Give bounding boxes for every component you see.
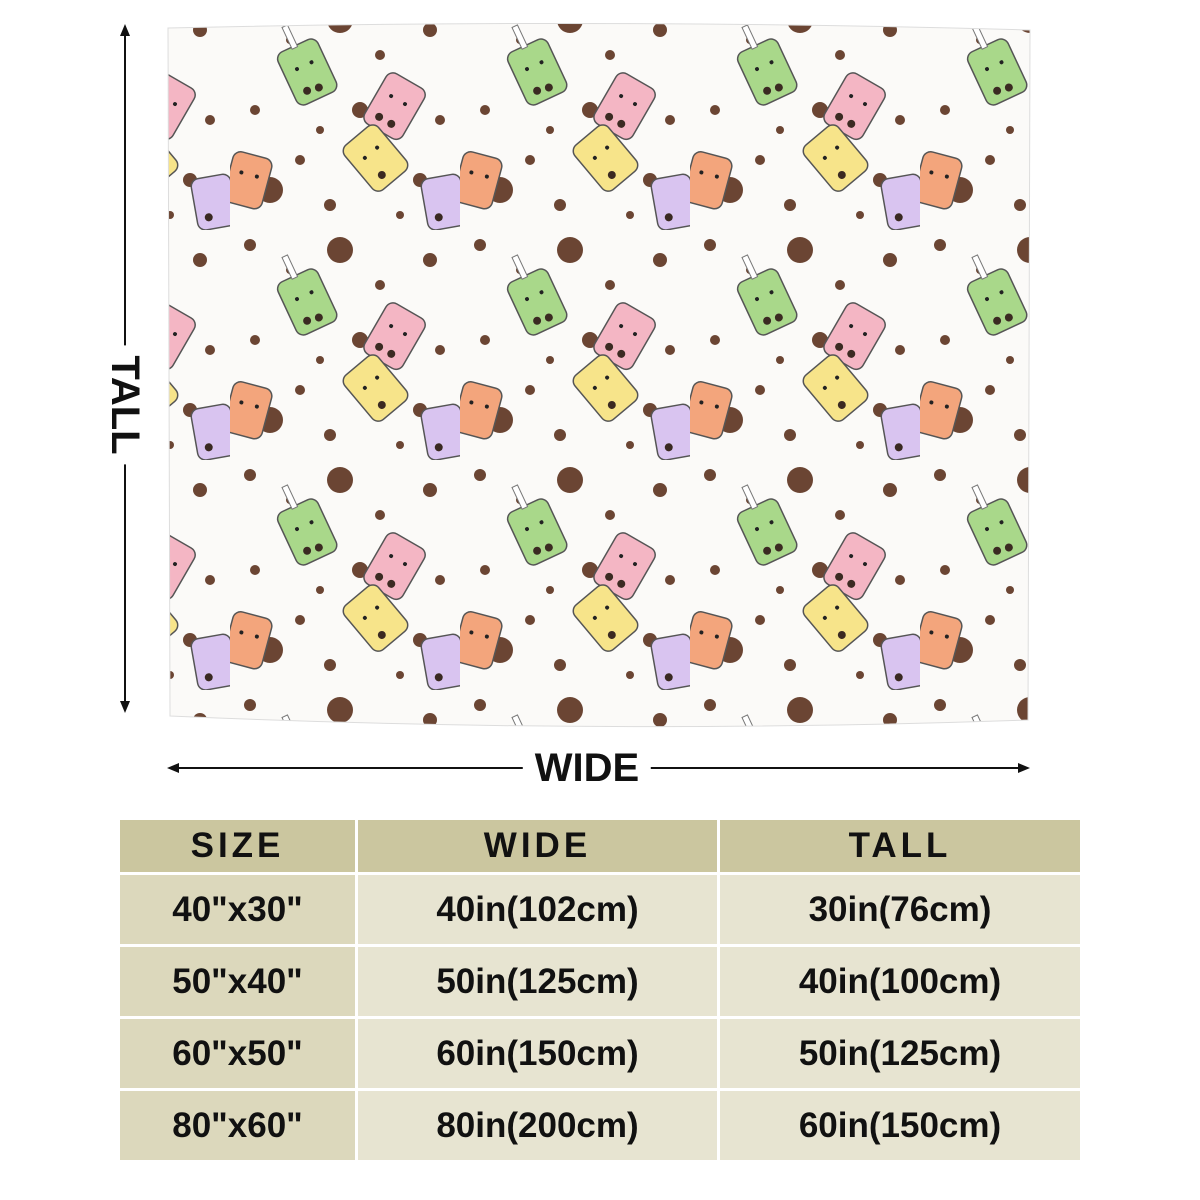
table-cell: 60in(150cm): [358, 1019, 717, 1088]
table-cell: 50"x40": [120, 947, 355, 1016]
tall-label: TALL: [103, 345, 147, 465]
table-cell: 40in(100cm): [720, 947, 1080, 1016]
table-row: 50"x40" 50in(125cm) 40in(100cm): [120, 947, 1080, 1016]
table-header: SIZE WIDE TALL: [120, 820, 1080, 872]
table-row: 60"x50" 60in(150cm) 50in(125cm): [120, 1019, 1080, 1088]
table-cell: 80"x60": [120, 1091, 355, 1160]
table-cell: 40in(102cm): [358, 875, 717, 944]
table-row: 80"x60" 80in(200cm) 60in(150cm): [120, 1091, 1080, 1160]
table-cell: 60"x50": [120, 1019, 355, 1088]
table-cell: 40"x30": [120, 875, 355, 944]
header-cell: TALL: [720, 820, 1080, 872]
wide-label: WIDE: [522, 748, 652, 788]
table-cell: 30in(76cm): [720, 875, 1080, 944]
table-cell: 80in(200cm): [358, 1091, 717, 1160]
header-cell: SIZE: [120, 820, 355, 872]
product-art: [120, 22, 1031, 773]
table-cell: 50in(125cm): [358, 947, 717, 1016]
table-row: 40"x30" 40in(102cm) 30in(76cm): [120, 875, 1080, 944]
size-table: SIZE WIDE TALL 40"x30" 40in(102cm) 30in(76cm)…: [120, 820, 1080, 1163]
table-cell: 50in(125cm): [720, 1019, 1080, 1088]
blanket: [167, 22, 1031, 728]
table-cell: 60in(150cm): [720, 1091, 1080, 1160]
header-cell: WIDE: [358, 820, 717, 872]
